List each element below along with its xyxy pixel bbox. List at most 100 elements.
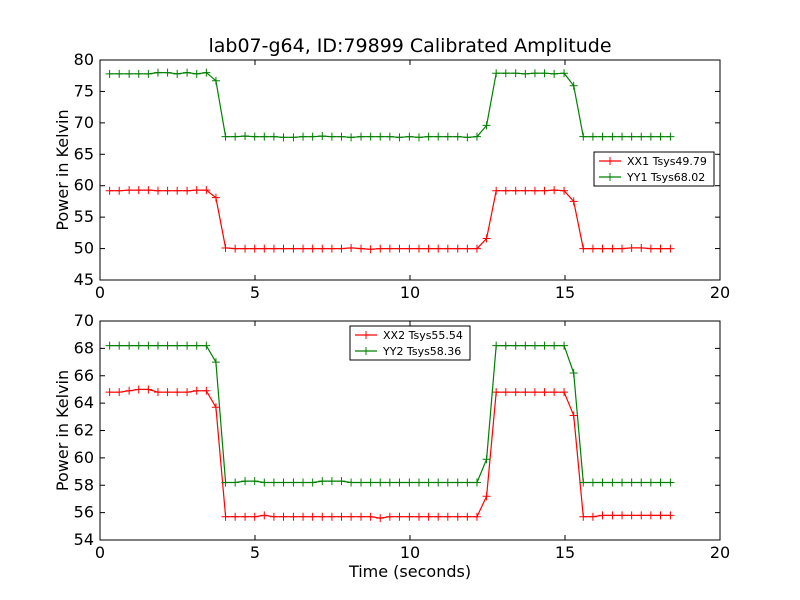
data-point bbox=[125, 186, 134, 195]
data-point bbox=[289, 478, 298, 487]
data-point bbox=[327, 477, 336, 486]
data-point bbox=[125, 69, 134, 78]
x-tick-label: 5 bbox=[250, 283, 260, 302]
data-point bbox=[347, 243, 356, 252]
data-point bbox=[385, 512, 394, 521]
data-point bbox=[211, 76, 220, 85]
data-point bbox=[250, 244, 259, 253]
data-point bbox=[453, 244, 462, 253]
data-point bbox=[202, 68, 211, 77]
data-point bbox=[260, 511, 269, 520]
data-point bbox=[395, 478, 404, 487]
data-point bbox=[299, 244, 308, 253]
data-point bbox=[627, 511, 636, 520]
data-point bbox=[511, 69, 520, 78]
data-point bbox=[144, 69, 153, 78]
data-point bbox=[443, 478, 452, 487]
y-tick-label: 58 bbox=[74, 475, 94, 494]
series-line bbox=[109, 189, 671, 250]
y-tick-label: 70 bbox=[74, 311, 94, 330]
data-point bbox=[463, 244, 472, 253]
data-point bbox=[183, 341, 192, 350]
data-point bbox=[434, 512, 443, 521]
data-point bbox=[366, 512, 375, 521]
data-point bbox=[569, 411, 578, 420]
data-point bbox=[521, 341, 530, 350]
data-point bbox=[424, 244, 433, 253]
data-point bbox=[521, 388, 530, 397]
legend-marker bbox=[606, 173, 614, 181]
data-point bbox=[434, 132, 443, 141]
data-point bbox=[395, 512, 404, 521]
data-point bbox=[405, 244, 414, 253]
data-point bbox=[540, 186, 549, 195]
data-point bbox=[289, 512, 298, 521]
data-point bbox=[579, 478, 588, 487]
data-point bbox=[646, 478, 655, 487]
data-point bbox=[221, 478, 230, 487]
data-point bbox=[405, 478, 414, 487]
data-point bbox=[530, 388, 539, 397]
data-point bbox=[192, 341, 201, 350]
data-point bbox=[501, 69, 510, 78]
data-point bbox=[241, 132, 250, 141]
data-point bbox=[540, 69, 549, 78]
legend-marker bbox=[362, 347, 370, 355]
legend-label: YY2 Tsys58.36 bbox=[382, 345, 461, 358]
data-point bbox=[260, 132, 269, 141]
legend-box bbox=[593, 151, 715, 187]
data-point bbox=[173, 341, 182, 350]
data-point bbox=[337, 132, 346, 141]
data-point bbox=[482, 455, 491, 464]
data-point bbox=[337, 512, 346, 521]
data-point bbox=[608, 132, 617, 141]
data-point bbox=[588, 512, 597, 521]
data-point bbox=[241, 512, 250, 521]
data-point bbox=[656, 511, 665, 520]
data-point bbox=[424, 132, 433, 141]
legend-label: XX1 Tsys49.79 bbox=[627, 155, 707, 168]
data-point bbox=[434, 244, 443, 253]
y-tick-label: 66 bbox=[74, 366, 94, 385]
data-point bbox=[299, 132, 308, 141]
data-point bbox=[666, 132, 675, 141]
data-point bbox=[627, 132, 636, 141]
data-point bbox=[134, 69, 143, 78]
data-point bbox=[434, 478, 443, 487]
y-axis-label: Power in Kelvin bbox=[53, 109, 72, 230]
data-point bbox=[105, 69, 114, 78]
data-point bbox=[115, 388, 124, 397]
data-point bbox=[241, 244, 250, 253]
data-point bbox=[269, 244, 278, 253]
data-point bbox=[376, 244, 385, 253]
data-point bbox=[472, 512, 481, 521]
data-point bbox=[501, 341, 510, 350]
data-point bbox=[560, 186, 569, 195]
data-point bbox=[550, 341, 559, 350]
x-tick-label: 20 bbox=[710, 543, 730, 562]
data-point bbox=[492, 69, 501, 78]
data-point bbox=[627, 478, 636, 487]
data-point bbox=[550, 186, 559, 195]
y-tick-label: 45 bbox=[74, 270, 94, 289]
data-point bbox=[376, 478, 385, 487]
data-point bbox=[511, 186, 520, 195]
data-point bbox=[250, 132, 259, 141]
data-point bbox=[598, 478, 607, 487]
data-point bbox=[482, 492, 491, 501]
data-point bbox=[521, 186, 530, 195]
data-point bbox=[347, 512, 356, 521]
series-0 bbox=[105, 385, 675, 523]
data-point bbox=[308, 478, 317, 487]
data-point bbox=[569, 369, 578, 378]
y-tick-label: 60 bbox=[74, 176, 94, 195]
x-tick-label: 10 bbox=[400, 283, 420, 302]
data-point bbox=[463, 512, 472, 521]
data-point bbox=[231, 478, 240, 487]
data-point bbox=[453, 132, 462, 141]
data-point bbox=[163, 186, 172, 195]
data-point bbox=[395, 133, 404, 142]
data-point bbox=[608, 244, 617, 253]
data-point bbox=[598, 132, 607, 141]
data-point bbox=[231, 512, 240, 521]
